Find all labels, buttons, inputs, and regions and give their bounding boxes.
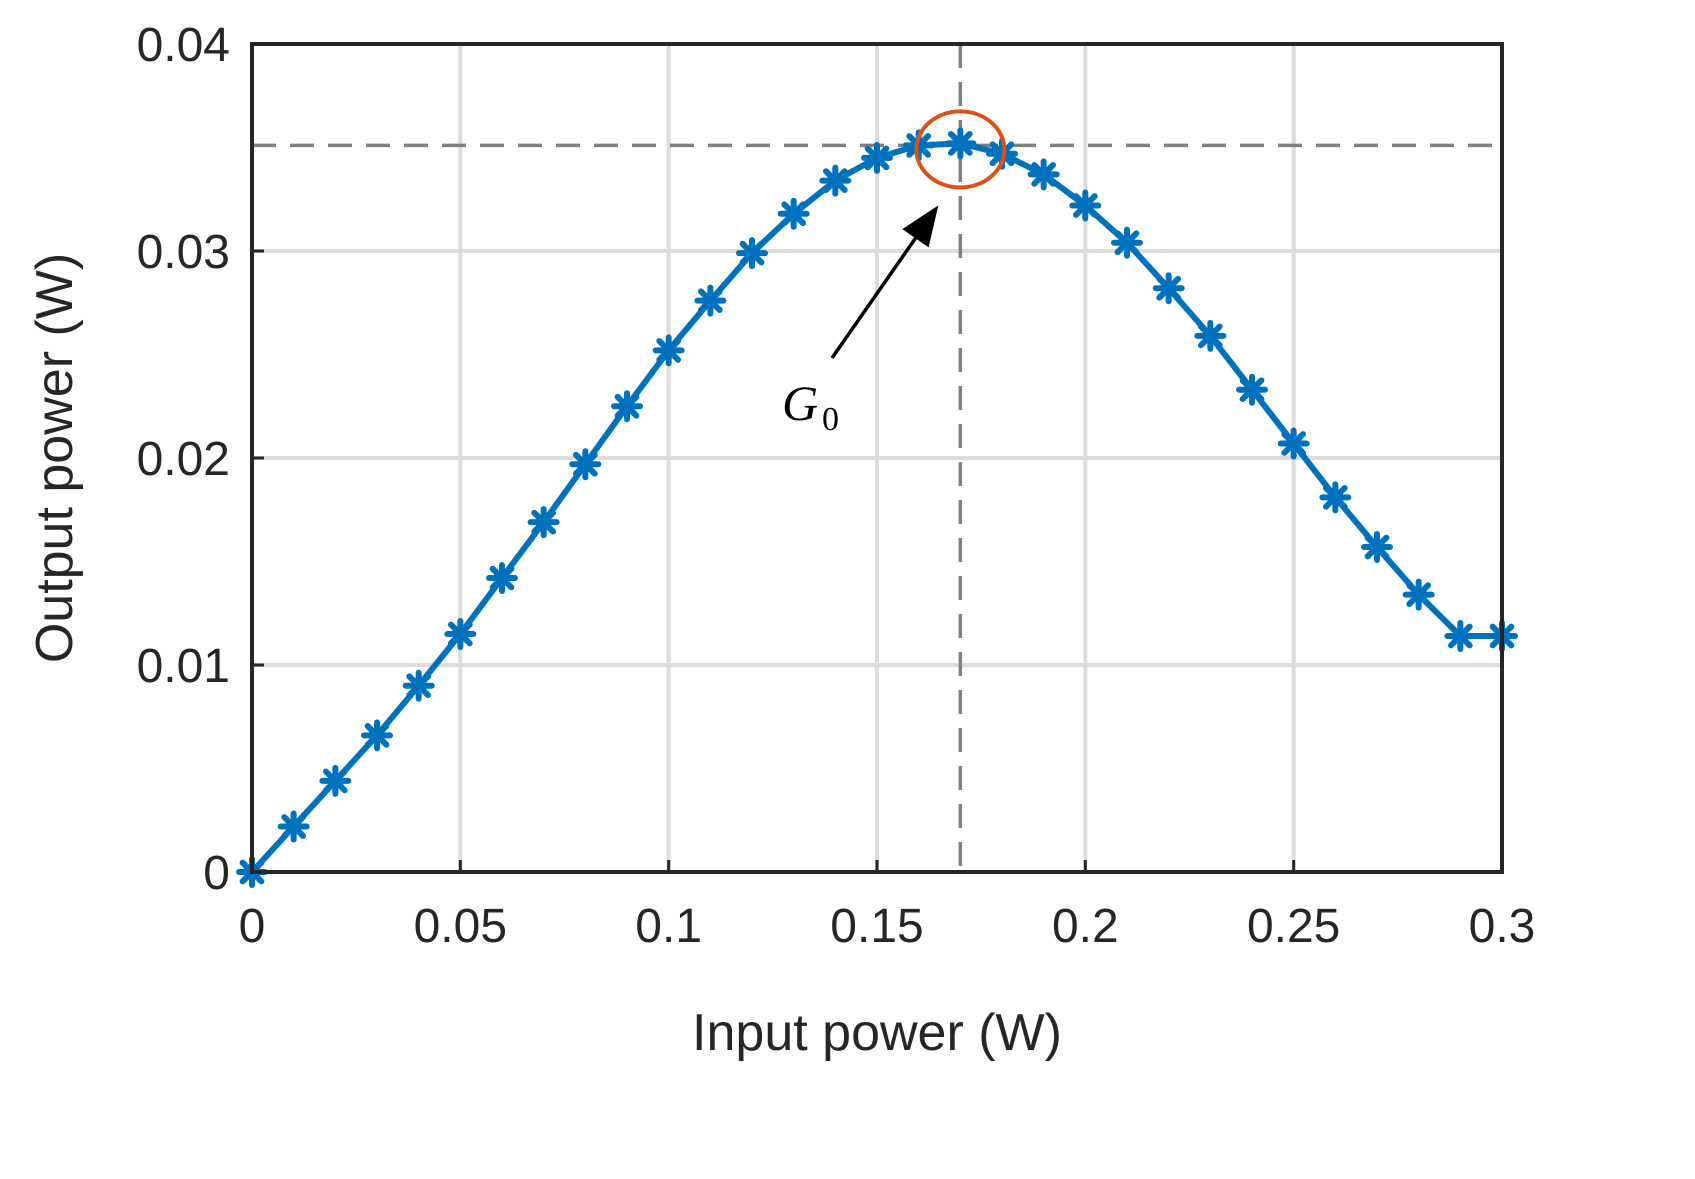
data-point-marker	[569, 448, 602, 481]
y-axis-ticks: 0 0.01 0.02 0.03 0.04	[137, 19, 264, 900]
y-tick-label: 0.03	[137, 226, 230, 279]
x-tick-label: 0.05	[414, 900, 507, 953]
y-tick-label: 0.01	[137, 640, 230, 693]
annotation-label: G	[782, 375, 818, 431]
data-point-marker	[861, 141, 893, 174]
y-tick-label: 0.02	[137, 433, 230, 486]
data-point-marker	[1236, 373, 1268, 406]
data-point-marker	[1444, 620, 1477, 653]
data-point-marker	[277, 810, 310, 843]
data-point-marker	[944, 127, 977, 160]
data-point-marker	[1069, 189, 1102, 222]
x-axis-ticks: 0 0.05 0.1 0.15 0.2 0.25 0.3	[239, 860, 1536, 953]
data-point-marker	[777, 197, 810, 230]
data-point-marker	[652, 334, 685, 367]
data-point-marker	[1027, 158, 1060, 191]
data-point-marker	[1361, 531, 1393, 564]
data-point-marker	[1402, 578, 1435, 611]
x-axis-title: Input power (W)	[692, 1004, 1062, 1062]
annotation-arrow-shaft	[830, 237, 917, 360]
x-tick-label: 0.25	[1247, 900, 1340, 953]
data-point-marker	[444, 617, 477, 650]
data-point-marker	[361, 719, 393, 752]
y-tick-label: 0.04	[137, 19, 230, 72]
data-point-marker	[486, 562, 518, 595]
x-tick-label: 0	[239, 900, 266, 953]
data-point-marker	[902, 129, 935, 162]
data-point-marker	[319, 764, 352, 797]
data-point-marker	[1319, 481, 1352, 514]
data-point-marker	[611, 390, 643, 423]
x-tick-label: 0.1	[635, 900, 702, 953]
highlight-circle	[914, 109, 1007, 190]
annotation-arrow-head	[902, 205, 939, 248]
data-point-marker	[402, 669, 435, 702]
data-point-marker	[694, 284, 727, 317]
data-point-marker	[527, 506, 560, 539]
data-point-marker	[1277, 427, 1310, 460]
x-tick-label: 0.2	[1052, 900, 1119, 953]
y-axis-title: Output power (W)	[26, 253, 84, 663]
x-tick-label: 0.3	[1469, 900, 1536, 953]
data-point-marker	[819, 164, 852, 197]
x-tick-label: 0.15	[830, 900, 923, 953]
data-point-marker	[1111, 226, 1143, 259]
data-point-marker	[1194, 319, 1227, 352]
data-series	[236, 127, 1518, 888]
annotation-label-subscript: 0	[822, 401, 839, 438]
data-point-marker	[736, 237, 768, 270]
y-tick-label: 0	[203, 847, 230, 900]
data-point-marker	[1152, 272, 1185, 305]
